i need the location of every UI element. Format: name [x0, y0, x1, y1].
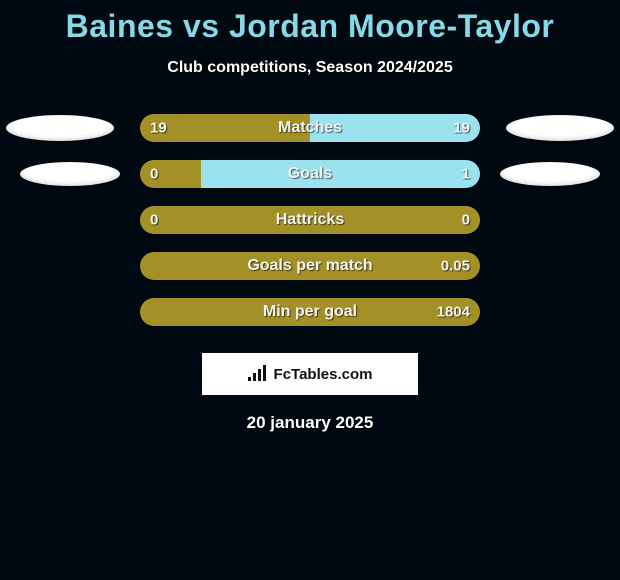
stat-bar: 01Goals [140, 160, 480, 188]
player-right-dot [500, 162, 600, 186]
stat-value-left: 19 [150, 120, 167, 137]
stat-row: 1804Min per goal [0, 289, 620, 335]
stats-rows: 1919Matches01Goals00Hattricks0.05Goals p… [0, 105, 620, 335]
player-left-dot [20, 162, 120, 186]
chart-icon [248, 365, 270, 383]
source-text: FcTables.com [274, 366, 373, 383]
stat-bar: 00Hattricks [140, 206, 480, 234]
stat-row: 1919Matches [0, 105, 620, 151]
stat-value-right: 1804 [437, 304, 470, 321]
stat-value-right: 1 [462, 166, 470, 183]
stat-bar: 0.05Goals per match [140, 252, 480, 280]
stat-bar-right-seg [201, 160, 480, 188]
snapshot-date: 20 january 2025 [0, 413, 620, 433]
page-title: Baines vs Jordan Moore-Taylor [0, 0, 620, 45]
stat-row: 01Goals [0, 151, 620, 197]
stat-bar-left-seg [140, 252, 480, 280]
stat-row: 00Hattricks [0, 197, 620, 243]
player-left-dot [6, 115, 114, 141]
stat-value-right: 0.05 [441, 258, 470, 275]
stat-bar: 1919Matches [140, 114, 480, 142]
stat-bar-left-seg [140, 206, 480, 234]
stat-value-left: 0 [150, 166, 158, 183]
player-right-dot [506, 115, 614, 141]
source-badge: FcTables.com [202, 353, 418, 395]
stat-bar-left-seg [140, 298, 480, 326]
stat-value-right: 19 [453, 120, 470, 137]
stat-value-left: 0 [150, 212, 158, 229]
stat-row: 0.05Goals per match [0, 243, 620, 289]
page-subtitle: Club competitions, Season 2024/2025 [0, 59, 620, 77]
stat-value-right: 0 [462, 212, 470, 229]
stat-bar: 1804Min per goal [140, 298, 480, 326]
